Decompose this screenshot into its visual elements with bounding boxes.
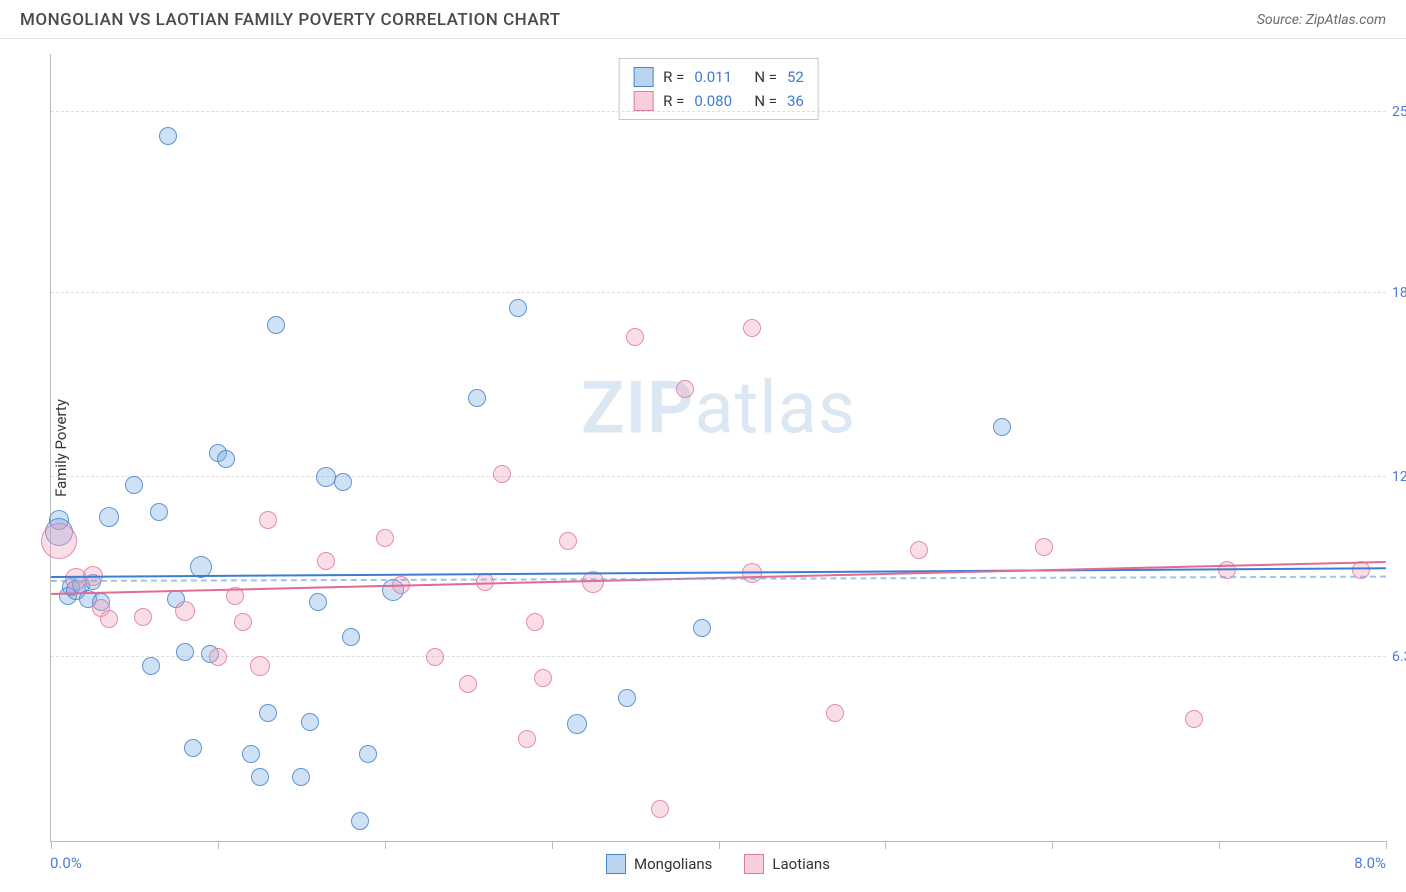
series-legend: Mongolians Laotians xyxy=(606,854,830,874)
chart-area: Family Poverty ZIPatlas R =0.011N =52R =… xyxy=(50,54,1386,842)
gridline: 18.8% xyxy=(51,292,1386,293)
gridline: 25.0% xyxy=(51,111,1386,112)
data-point xyxy=(334,473,352,491)
data-point xyxy=(559,532,577,550)
y-tick-label: 18.8% xyxy=(1392,285,1406,301)
data-point xyxy=(459,675,477,693)
legend-swatch xyxy=(633,67,653,87)
x-axis-max-label: 8.0% xyxy=(1354,854,1386,872)
data-point xyxy=(468,389,486,407)
n-value: 36 xyxy=(787,89,804,113)
data-point xyxy=(209,648,227,666)
data-point xyxy=(567,714,587,734)
data-point xyxy=(910,541,928,559)
n-label: N = xyxy=(754,89,777,113)
data-point xyxy=(159,127,177,145)
data-point xyxy=(493,465,511,483)
watermark: ZIPatlas xyxy=(581,366,856,451)
n-value: 52 xyxy=(787,65,804,89)
data-point xyxy=(993,418,1011,436)
data-point xyxy=(1035,538,1053,556)
data-point xyxy=(259,511,277,529)
scatter-plot: ZIPatlas R = 0.011 N = 52 R = 0.080 N = 36 6.3%… xyxy=(50,54,1386,842)
data-point xyxy=(618,689,636,707)
source-attribution: Source: ZipAtlas.com xyxy=(1257,12,1386,28)
n-label: N = xyxy=(754,65,777,89)
data-point xyxy=(342,628,360,646)
legend-swatch xyxy=(606,854,626,874)
r-label: R = xyxy=(663,65,684,89)
gridline: 12.5% xyxy=(51,476,1386,477)
stats-row: R = 0.080 N = 36 xyxy=(633,89,804,113)
y-tick-label: 12.5% xyxy=(1392,469,1406,485)
data-point xyxy=(176,643,194,661)
r-label: R = xyxy=(663,89,684,113)
data-point xyxy=(41,523,77,559)
data-point xyxy=(693,619,711,637)
data-point xyxy=(100,610,118,628)
data-point xyxy=(743,319,761,337)
legend-label: Mongolians xyxy=(634,855,712,873)
data-point xyxy=(217,450,235,468)
data-point xyxy=(359,745,377,763)
data-point xyxy=(651,800,669,818)
x-tick xyxy=(385,841,386,849)
data-point xyxy=(534,669,552,687)
r-value: 0.080 xyxy=(694,89,744,113)
r-value: 0.011 xyxy=(694,65,744,89)
data-point xyxy=(99,507,119,527)
data-point xyxy=(142,657,160,675)
data-point xyxy=(251,768,269,786)
data-point xyxy=(292,768,310,786)
x-tick xyxy=(51,841,52,849)
data-point xyxy=(317,552,335,570)
x-tick xyxy=(719,841,720,849)
legend-item: Laotians xyxy=(744,854,830,874)
x-tick xyxy=(1052,841,1053,849)
legend-item: Mongolians xyxy=(606,854,712,874)
data-point xyxy=(150,503,168,521)
gridline: 6.3% xyxy=(51,656,1386,657)
data-point xyxy=(376,529,394,547)
x-tick xyxy=(1386,841,1387,849)
x-tick xyxy=(218,841,219,849)
x-tick xyxy=(1219,841,1220,849)
data-point xyxy=(626,328,644,346)
data-point xyxy=(1185,710,1203,728)
x-axis-min-label: 0.0% xyxy=(50,854,82,872)
data-point xyxy=(184,739,202,757)
legend-swatch xyxy=(633,91,653,111)
data-point xyxy=(426,648,444,666)
data-point xyxy=(826,704,844,722)
data-point xyxy=(134,608,152,626)
x-tick xyxy=(885,841,886,849)
data-point xyxy=(125,476,143,494)
y-tick-label: 6.3% xyxy=(1392,649,1406,665)
chart-title: MONGOLIAN VS LAOTIAN FAMILY POVERTY CORR… xyxy=(20,10,561,30)
data-point xyxy=(301,713,319,731)
data-point xyxy=(509,299,527,317)
x-tick xyxy=(552,841,553,849)
data-point xyxy=(518,730,536,748)
data-point xyxy=(676,380,694,398)
data-point xyxy=(234,613,252,631)
data-point xyxy=(267,316,285,334)
data-point xyxy=(250,656,270,676)
data-point xyxy=(175,601,195,621)
legend-label: Laotians xyxy=(772,855,830,873)
data-point xyxy=(351,812,369,830)
chart-header: MONGOLIAN VS LAOTIAN FAMILY POVERTY CORR… xyxy=(0,0,1406,39)
data-point xyxy=(259,704,277,722)
legend-swatch xyxy=(744,854,764,874)
data-point xyxy=(309,593,327,611)
y-tick-label: 25.0% xyxy=(1392,104,1406,120)
data-point xyxy=(242,745,260,763)
stats-row: R = 0.011 N = 52 xyxy=(633,65,804,89)
data-point xyxy=(526,613,544,631)
